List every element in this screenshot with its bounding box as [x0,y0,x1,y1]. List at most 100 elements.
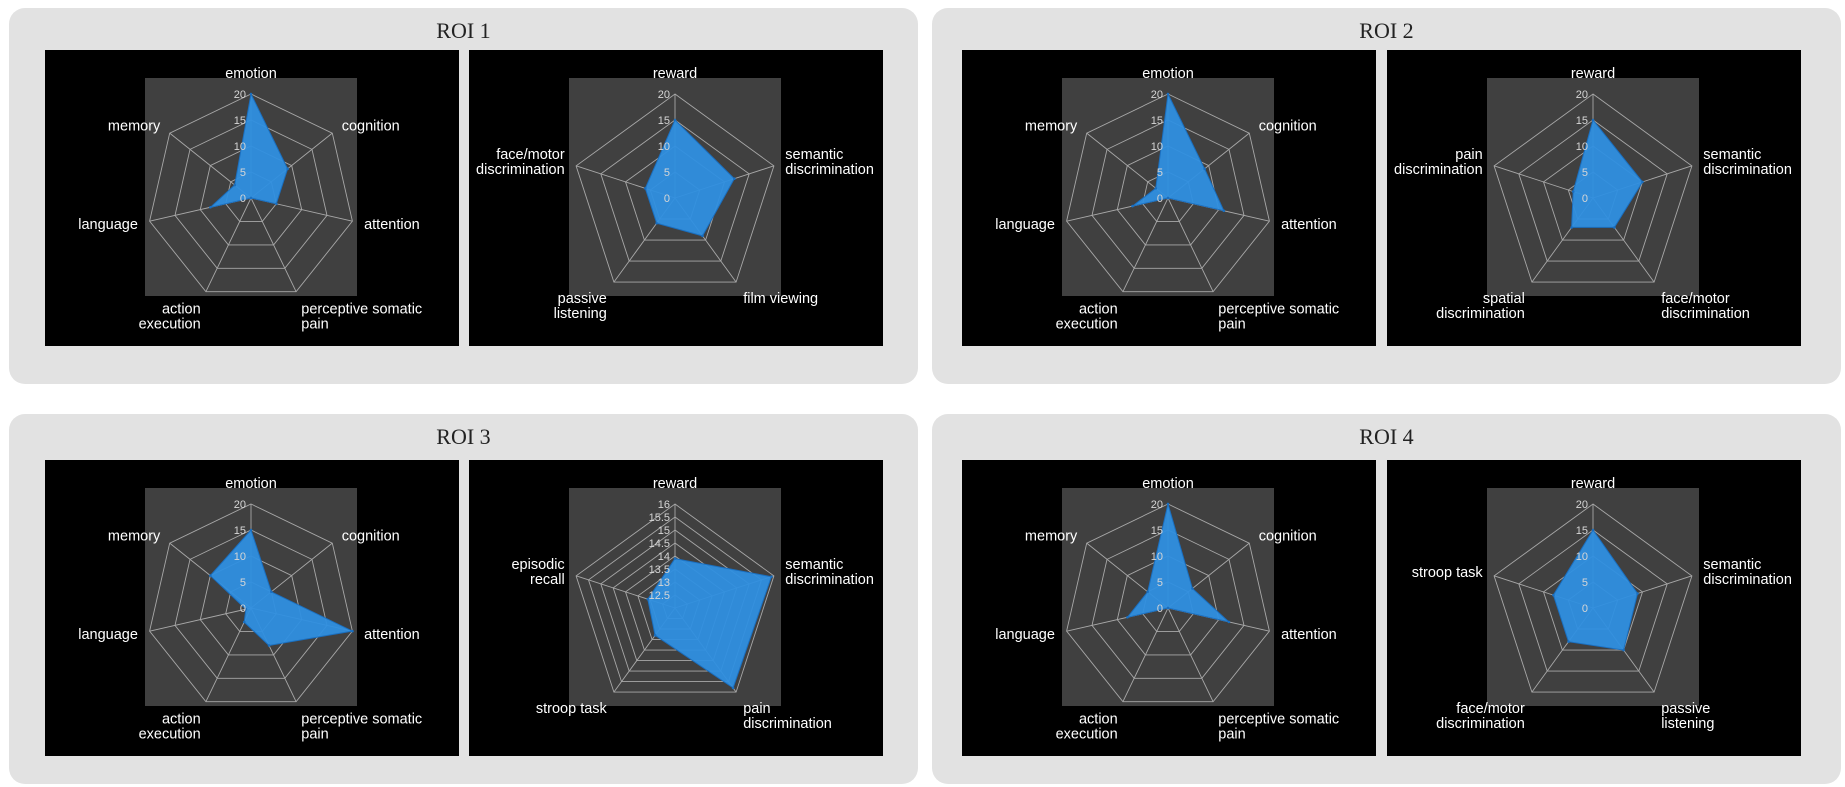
category-label: perceptive somatic pain [1218,302,1339,333]
data-point [1203,167,1206,171]
grid-ring [600,119,750,262]
grid-spoke [1086,132,1169,199]
category-label: cognition [1259,119,1317,135]
category-label: semantic discrimination [785,147,874,178]
grid-ring [149,93,353,293]
tick-label: 20 [1151,89,1163,101]
data-point [242,620,246,624]
category-label: action execution [1056,712,1118,743]
category-label: passive listening [1661,701,1714,732]
category-label: episodic recall [511,557,564,588]
data-point [275,202,278,206]
data-point [1191,587,1194,590]
grid-spoke [1122,607,1169,702]
data-point [1166,606,1170,610]
data-point [1571,190,1575,193]
roi-title: ROI 1 [436,18,491,43]
tick-label: 20 [234,89,246,101]
data-point [1146,590,1149,594]
tick-label: 15 [1151,115,1163,127]
category-label: language [995,627,1055,643]
data-point [770,575,773,578]
category-label: memory [1025,119,1078,135]
tick-label: 10 [1151,551,1163,563]
data-point [1591,118,1595,122]
category-label: language [78,217,138,233]
data-point [286,167,289,171]
tick-label: 15 [234,525,246,537]
radar-svg: 0 5 10 15 20 emotion cognition attention percept… [78,66,422,333]
tick-label: 0 [1157,603,1163,615]
radar-chart-roi1-b: 0 5 10 15 20 reward semantic discrimination film… [469,50,883,346]
series-area [644,119,735,237]
tick-label: 20 [234,499,246,511]
category-label: cognition [1259,529,1317,545]
radar-chart-roi4-a: 0 5 10 15 20 emotion cognition attention percept… [962,460,1376,756]
tick-label: 15 [1151,525,1163,537]
data-point [655,221,658,225]
category-label: emotion [1142,476,1194,492]
tick-label: 15 [658,525,670,537]
data-point [249,92,253,96]
radar-svg: 0 5 10 15 20 reward semantic discrimination film… [476,66,874,322]
tick-label: 5 [664,167,670,179]
tick-label: 13.5 [649,564,670,576]
tick-label: 0 [240,603,246,615]
tick-label: 15 [1576,115,1588,127]
grid-ring [1493,93,1693,283]
tick-label: 15 [658,115,670,127]
category-label: action execution [1056,302,1118,333]
category-label: pain discrimination [743,701,832,732]
grid-ring [1091,529,1245,679]
tick-label: 5 [240,167,246,179]
tick-label: 10 [234,551,246,563]
category-label: perceptive somatic pain [301,302,422,333]
radar-svg: 0 5 10 15 20 emotion cognition attention percept… [78,476,422,743]
category-label: passive listening [554,291,607,322]
grid-ring [1518,119,1668,262]
data-point [731,686,735,690]
tick-label: 0 [664,193,670,205]
category-label: reward [1571,476,1615,492]
tick-label: 5 [1582,167,1588,179]
radar-chart-roi4-b: 0 5 10 15 20 reward semantic discrimination pass… [1387,460,1801,756]
radar-chart-roi3-b: 12.5 13 13.5 14 14.5 15 15.5 16 reward semantic di… [469,460,883,756]
radar-chart-roi2-a: 0 5 10 15 20 emotion cognition attention percept… [962,50,1376,346]
category-label: emotion [225,476,277,492]
category-label: face/motor discrimination [1661,291,1750,322]
data-point [1613,226,1616,229]
radar-chart-roi2-b: 0 5 10 15 20 reward semantic discrimination face… [1387,50,1801,346]
tick-label: 0 [1582,193,1588,205]
grid-ring [199,145,303,246]
data-point [653,634,657,637]
grid-ring [587,516,763,683]
data-point [270,590,273,594]
data-point [1622,648,1625,652]
data-point [1126,615,1129,619]
data-point [646,597,650,601]
grid-spoke [1167,197,1214,292]
grid-ring [575,503,775,693]
category-label: language [995,217,1055,233]
category-label: semantic discrimination [1703,557,1792,588]
category-label: attention [364,627,420,643]
tick-label: 10 [1576,551,1588,563]
category-label: stroop task [1412,565,1484,581]
grid-ring [1116,145,1220,246]
category-label: reward [653,476,697,492]
tick-label: 20 [1151,499,1163,511]
grid-ring [174,119,328,269]
data-point [1131,204,1134,208]
data-point [209,574,212,577]
grid-ring [1542,555,1644,651]
tick-label: 5 [1157,167,1163,179]
data-point [644,187,647,190]
category-label: emotion [1142,66,1194,82]
tick-label: 12.5 [649,590,670,602]
data-point [701,234,704,238]
data-point [209,205,212,209]
tick-label: 0 [1157,193,1163,205]
grid-ring [1493,503,1693,693]
data-point [249,528,253,532]
grid-spoke [149,607,252,632]
